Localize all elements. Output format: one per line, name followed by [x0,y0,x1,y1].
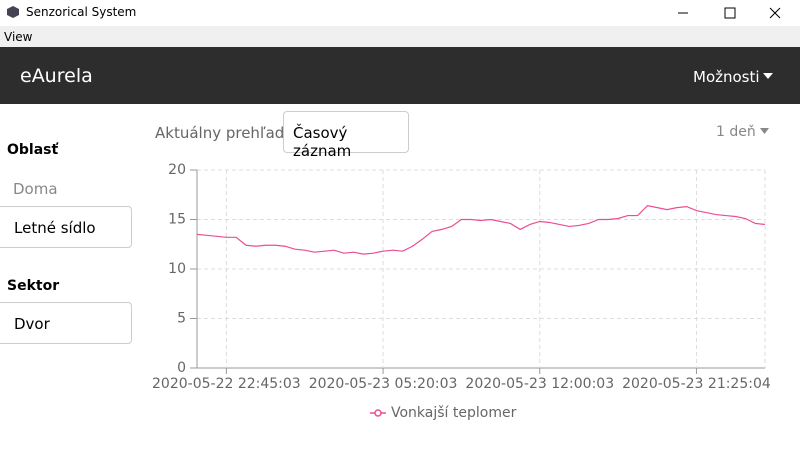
title-bar: Senzorical System [0,0,800,26]
sidebar-item[interactable]: Doma [13,180,58,198]
caret [760,128,769,134]
tab-active[interactable]: Časový záznam [283,111,409,160]
app-icon [7,6,19,18]
y-tick-label: 10 [168,261,186,277]
navbar: eAurela Možnosti [0,47,800,104]
legend-symbol [374,409,382,417]
section-heading: Sektor [7,278,60,294]
x-tick-label: 2020-05-23 05:20:03 [309,376,458,392]
range-select[interactable]: 1 deň [716,124,756,140]
brand[interactable]: eAurela [20,65,93,87]
caret [763,73,773,79]
sidebar-item[interactable]: Letné sídlo [0,206,132,248]
legend-label: Vonkajší teplomer [391,405,517,421]
y-tick-label: 5 [177,311,186,327]
y-tick-label: 15 [168,212,186,228]
menu-item[interactable]: View [4,30,33,44]
tab[interactable]: Aktuálny prehľad [155,124,285,142]
x-tick-label: 2020-05-22 22:45:03 [152,376,301,392]
data-line [196,204,766,255]
sidebar-item[interactable]: Dvor [0,302,132,344]
section-heading: Oblasť [7,142,59,158]
window-title: Senzorical System [26,5,137,19]
options-menu[interactable]: Možnosti [693,68,760,86]
y-tick-label: 0 [177,360,186,376]
y-tick-label: 20 [168,162,186,178]
window-controls[interactable] [660,0,800,26]
x-tick-label: 2020-05-23 21:25:04 [622,376,771,392]
menu-bar: View [0,26,800,47]
x-tick-label: 2020-05-23 12:00:03 [465,376,614,392]
